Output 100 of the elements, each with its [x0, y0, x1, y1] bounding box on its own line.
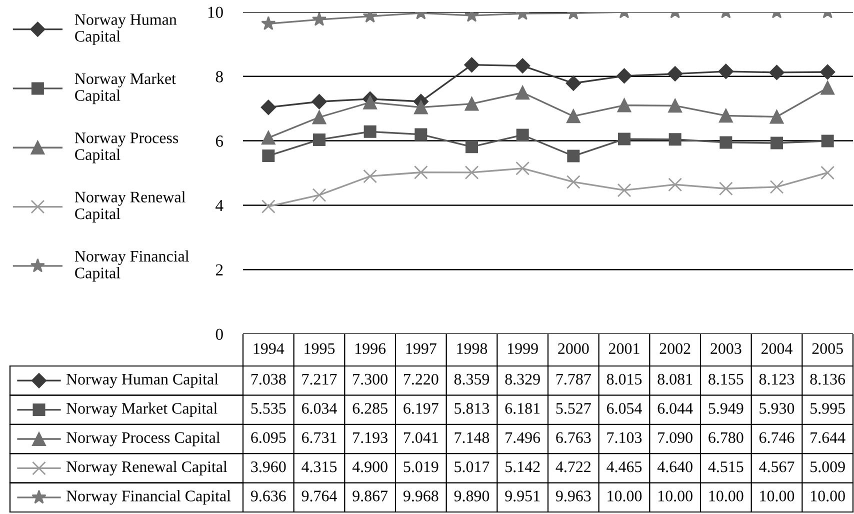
point: [618, 132, 630, 146]
data-label: 6.746: [759, 432, 794, 444]
point: [261, 130, 276, 145]
point: [464, 57, 480, 72]
x-tick-label: 2005: [812, 343, 843, 354]
data-label: 7.496: [506, 432, 540, 444]
y-tick-label: 6: [216, 136, 224, 147]
point: [770, 110, 784, 124]
data-label: 5.142: [506, 461, 540, 472]
data-label: 7.644: [810, 432, 846, 444]
point: [820, 166, 835, 180]
point: [261, 200, 276, 214]
data-label: 8.155: [708, 374, 744, 385]
data-label: 10.00: [608, 490, 642, 502]
x-tick-label: 1996: [356, 343, 386, 354]
point: [668, 133, 682, 146]
text: Norway Human Capital: [66, 373, 218, 388]
point: [617, 183, 632, 198]
data-label: 8.359: [454, 374, 490, 385]
point: [312, 110, 326, 124]
point: [718, 182, 733, 196]
data-label: 5.949: [708, 403, 744, 414]
data-label: 8.015: [606, 374, 642, 385]
legend-label: Norway Process Capital: [74, 132, 178, 164]
point: [820, 64, 836, 80]
point: [566, 76, 581, 91]
y-tick-label: 0: [216, 328, 223, 340]
point: [668, 178, 682, 192]
point: [312, 12, 327, 26]
point: [414, 165, 428, 180]
point: [313, 133, 326, 146]
data-label: 4.722: [556, 461, 591, 472]
x-tick-label: 2004: [761, 343, 792, 354]
data-label: 6.044: [658, 403, 693, 414]
data-label: 6.731: [302, 432, 336, 444]
point: [668, 66, 683, 82]
data-label: 5.813: [454, 403, 490, 414]
y-tick-label: 4: [216, 200, 224, 211]
data-label: 7.038: [252, 374, 286, 385]
data-label: 7.300: [353, 374, 388, 385]
point: [769, 64, 784, 80]
point: [668, 98, 682, 113]
point: [312, 94, 327, 110]
text: Norway Process Capital: [66, 432, 220, 446]
data-label: 6.285: [352, 403, 388, 414]
x-tick-label: 1999: [508, 343, 538, 354]
data-label: 6.197: [404, 403, 438, 414]
data-label: 7.041: [404, 432, 438, 444]
data-label: 5.995: [810, 403, 845, 414]
x-tick-label: 2003: [710, 343, 742, 354]
data-label: 5.009: [810, 461, 845, 472]
data-label: 7.103: [607, 432, 642, 444]
point: [718, 64, 734, 79]
data-label: 7.090: [658, 432, 692, 444]
point: [566, 109, 580, 124]
data-label: 9.968: [403, 490, 438, 502]
data-label: 4.515: [708, 461, 744, 472]
x-tick-label: 1997: [406, 343, 436, 354]
data-label: 6.095: [251, 432, 286, 444]
data-label: 6.181: [505, 403, 540, 414]
legend-label: Norway Financial Capital: [74, 250, 189, 282]
point: [260, 100, 276, 115]
point: [567, 150, 580, 162]
data-label: 5.527: [556, 403, 591, 414]
data-label: 8.123: [759, 374, 794, 385]
point: [516, 161, 530, 176]
x-tick-label: 1994: [254, 343, 284, 354]
legend-label: Norway Human Capital: [74, 14, 177, 45]
data-label: 6.054: [606, 403, 642, 414]
data-label: 9.867: [352, 490, 388, 502]
y-tick-label: 2: [216, 264, 223, 276]
data-label: 7.787: [556, 374, 591, 385]
data-label: 8.136: [810, 374, 846, 385]
y-tick-label: 8: [216, 71, 223, 82]
text: Norway Market Capital: [66, 402, 218, 418]
data-label: 5.930: [760, 403, 794, 414]
data-label: 9.951: [505, 490, 540, 502]
point: [770, 180, 784, 194]
data-label: 7.148: [454, 432, 490, 444]
data-label: 10.00: [709, 490, 744, 502]
data-label: 5.535: [251, 403, 286, 414]
data-label: 3.960: [251, 461, 286, 472]
x-tick-label: 2002: [660, 343, 690, 354]
point: [261, 16, 276, 30]
point: [363, 169, 378, 184]
point: [414, 128, 428, 141]
point: [770, 136, 783, 150]
data-label: 4.315: [302, 461, 337, 472]
point: [516, 128, 529, 142]
point: [617, 98, 632, 112]
data-label: 6.763: [556, 432, 591, 444]
data-label: 9.636: [250, 490, 286, 502]
point: [363, 95, 378, 110]
point: [414, 100, 428, 114]
point: [364, 125, 376, 138]
legend-label: Norway Renewal Capital: [74, 191, 186, 222]
data-label: 9.963: [556, 490, 591, 502]
data-label: 4.465: [606, 461, 642, 472]
data-label: 9.764: [302, 490, 337, 502]
text: Norway Financial Capital: [66, 490, 231, 505]
